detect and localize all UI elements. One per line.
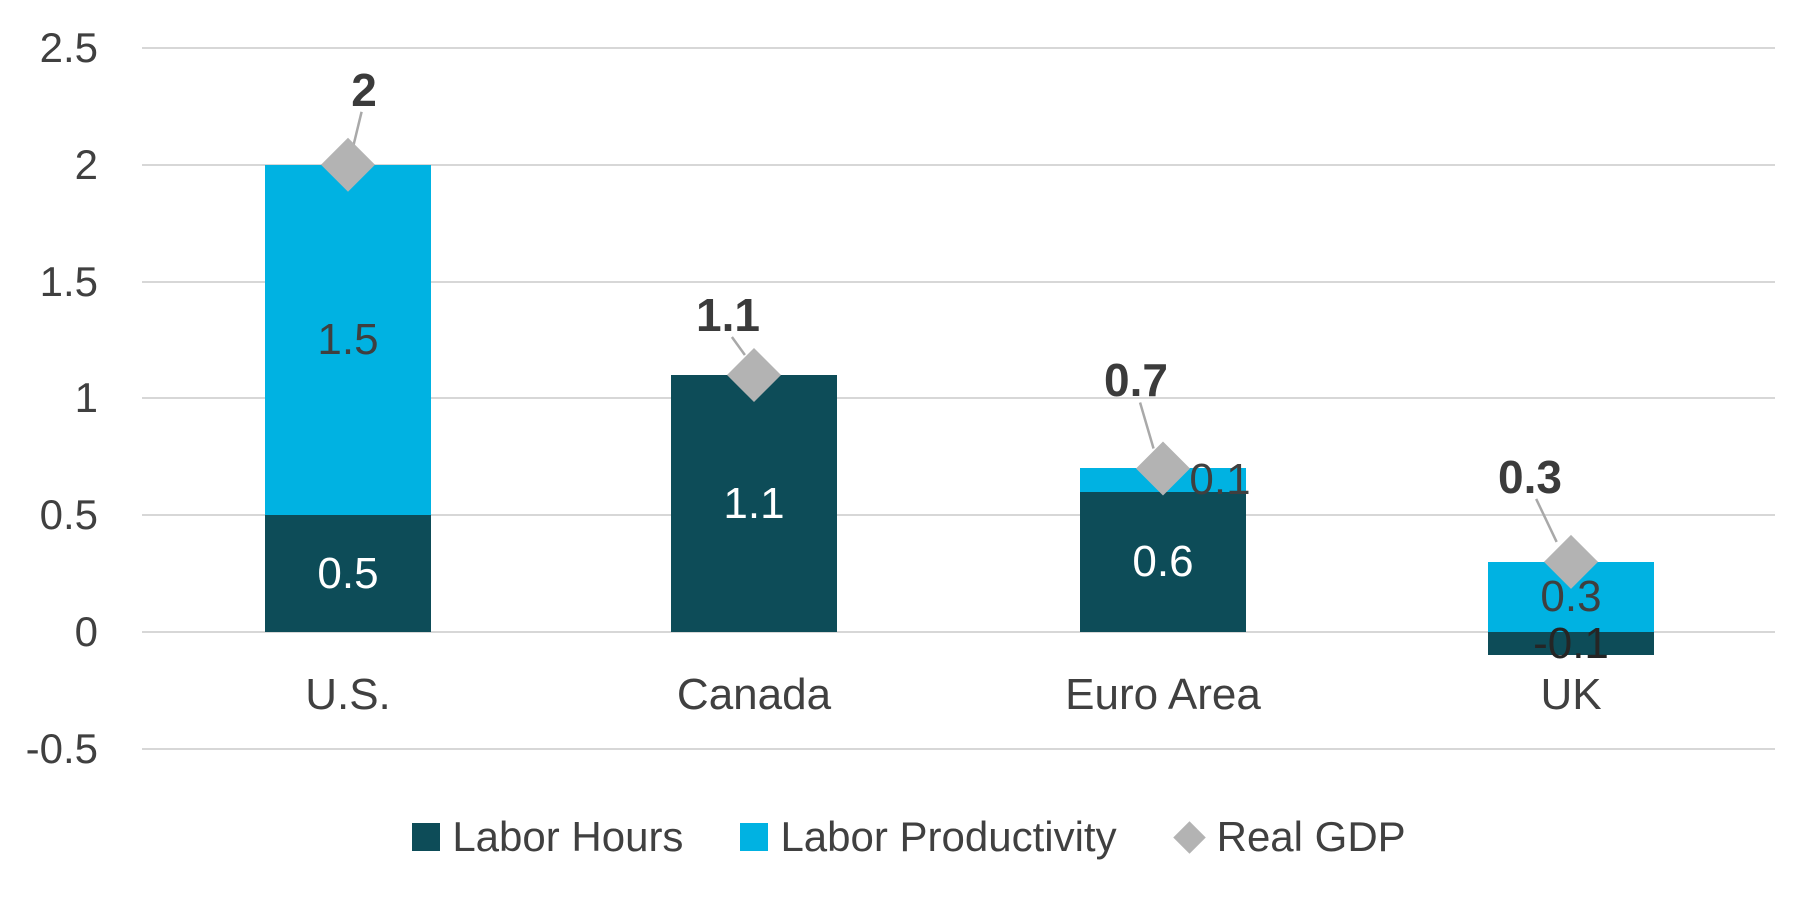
leader-line-euro-area [1138,402,1155,449]
gridline [142,163,1775,166]
bar-segment-labor-hours-u-s [265,515,431,632]
y-axis-tick-label: -0.5 [25,724,98,772]
legend-item-labor-productivity: Labor Productivity [740,813,1117,861]
gridline [142,631,1775,633]
real-gdp-callout-label-u-s: 2 [351,63,377,116]
legend-swatch-labor-hours-icon [412,823,441,851]
bar-segment-labor-hours-canada [671,375,837,632]
y-axis-tick-label: 2 [74,140,98,188]
category-label-u-s: U.S. [305,670,391,719]
gridline [142,747,1775,750]
category-label-canada: Canada [676,670,832,719]
bar-value-label-labor-hours-u-s: 0.5 [317,548,379,598]
legend: Labor Hours Labor Productivity Real GDP [0,813,1818,861]
real-gdp-callout-label-euro-area: 0.7 [1104,354,1168,407]
bar-segment-labor-hours-uk [1488,632,1654,656]
legend-diamond-icon [1172,820,1206,854]
legend-item-labor-hours: Labor Hours [412,813,683,861]
y-axis-tick-label: 1 [74,374,98,422]
legend-item-real-gdp: Real GDP [1172,813,1406,861]
bar-value-label-labor-hours-uk: -0.1 [1533,618,1609,668]
bar-value-label-labor-hours-euro-area: 0.6 [1132,536,1194,586]
legend-label-labor-productivity: Labor Productivity [780,813,1117,860]
bar-segment-labor-productivity-u-s [265,164,431,516]
y-axis-tick-label: 0 [74,608,98,655]
category-label-euro-area: Euro Area [1065,670,1261,719]
legend-label-labor-hours: Labor Hours [452,813,684,860]
bar-value-label-labor-hours-canada: 1.1 [723,478,785,528]
bar-value-label-labor-productivity-uk: 0.3 [1540,571,1602,621]
gridline [142,397,1775,400]
legend-label-real-gdp: Real GDP [1216,813,1406,860]
gridline [142,514,1775,517]
real-gdp-callout-label-canada: 1.1 [696,289,760,342]
y-axis-tick-label: 1.5 [39,257,98,305]
bar-value-label-labor-productivity-euro-area: 0.1 [1189,455,1251,505]
legend-swatch-labor-productivity-icon [740,823,769,851]
gridline [142,47,1775,49]
y-axis-tick-label: 0.5 [39,491,98,539]
bar-segment-labor-hours-euro-area [1080,491,1246,632]
gridline [142,280,1775,283]
real-gdp-callout-label-uk: 0.3 [1498,450,1562,503]
bar-value-label-labor-productivity-u-s: 1.5 [317,315,379,364]
leader-line-uk [1535,498,1558,543]
category-label-uk: UK [1540,670,1602,719]
y-axis-tick-label: 2.5 [39,24,98,71]
